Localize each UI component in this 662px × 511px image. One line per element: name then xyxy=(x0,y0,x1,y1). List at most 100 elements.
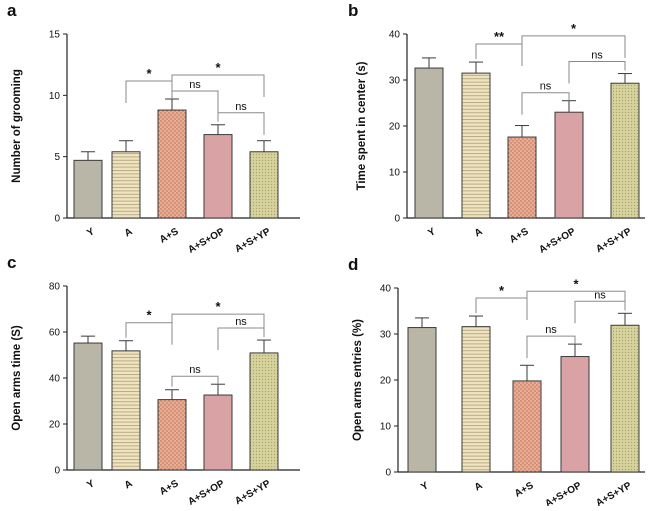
y-tick-label: 80 xyxy=(49,282,61,293)
y-tick-label: 5 xyxy=(54,152,60,163)
x-tick-label: A xyxy=(473,226,485,239)
x-tick-label: Y xyxy=(85,226,97,239)
significance-label: ns xyxy=(540,81,552,93)
significance-label: ns xyxy=(189,364,201,376)
bar-a-s-op xyxy=(554,111,584,219)
bar-a xyxy=(111,350,141,471)
y-tick-label: 20 xyxy=(389,122,401,133)
significance-bracket xyxy=(475,43,523,67)
significance-label: ns xyxy=(594,289,606,301)
significance-bracket xyxy=(526,335,576,359)
bar-a-s xyxy=(157,399,187,471)
y-axis-label: Open arms entries (%) xyxy=(352,319,364,441)
bar-y xyxy=(414,67,444,219)
bar-y xyxy=(73,342,103,471)
y-tick-label: 0 xyxy=(54,214,60,225)
x-tick-label: A+S xyxy=(508,226,531,246)
significance-bracket xyxy=(171,90,219,114)
bar-a-s xyxy=(507,136,537,219)
significance-bracket xyxy=(475,297,528,321)
x-tick-label: A+S+YP xyxy=(233,478,272,506)
y-tick-label: 20 xyxy=(380,376,392,387)
bar-a-s-op xyxy=(203,134,233,219)
x-tick-label: A+S+OP xyxy=(537,226,577,256)
y-tick-label: 0 xyxy=(385,468,391,479)
significance-bracket xyxy=(526,290,626,314)
chart-panel-b: b Time spent in center (s) 0 10 20 30 40 Y A A+S A… xyxy=(348,1,645,256)
significance-label: * xyxy=(573,276,579,291)
x-tick-label: A xyxy=(123,478,135,491)
y-tick-label: 10 xyxy=(389,168,401,179)
x-tick-label: A+S+OP xyxy=(186,226,226,256)
x-tick-label: A xyxy=(473,480,485,493)
bar-a-s xyxy=(512,380,542,473)
x-tick-label: Y xyxy=(426,226,438,239)
significance-bracket xyxy=(521,35,626,58)
significance-bracket xyxy=(171,375,219,387)
significance-bracket xyxy=(568,61,626,84)
significance-bracket xyxy=(171,313,265,337)
significance-bracket xyxy=(217,327,265,351)
significance-bracket xyxy=(171,74,265,98)
significance-label: * xyxy=(499,283,505,298)
significance-bracket xyxy=(521,92,570,115)
x-tick-label: A+S xyxy=(158,226,181,246)
significance-label: ns xyxy=(545,324,557,336)
bar-a-s xyxy=(157,109,187,219)
y-tick-label: 40 xyxy=(380,284,392,295)
y-tick-label: 10 xyxy=(49,91,61,102)
significance-label: ns xyxy=(591,50,603,62)
y-tick-label: 30 xyxy=(380,330,392,341)
bar-a-s-op xyxy=(560,356,590,473)
significance-label: ns xyxy=(235,101,247,113)
chart-panel-d: d Open arms entries (%) 0 10 20 30 40 Y A A+S A+S+… xyxy=(348,255,645,510)
y-tick-label: 20 xyxy=(49,420,61,431)
bar-a xyxy=(461,72,491,219)
y-tick-label: 0 xyxy=(394,214,400,225)
significance-bracket xyxy=(217,112,265,135)
y-tick-label: 40 xyxy=(49,374,61,385)
x-tick-label: Y xyxy=(419,480,431,493)
x-tick-label: A+S+OP xyxy=(186,478,226,506)
significance-label: * xyxy=(146,66,152,81)
significance-label: ns xyxy=(189,79,201,91)
bar-a-s-op xyxy=(203,394,233,471)
panel-letter: b xyxy=(348,1,358,20)
panel-letter: c xyxy=(7,253,16,272)
bar-a-s-yp xyxy=(249,352,279,471)
x-tick-label: Y xyxy=(85,478,97,491)
x-tick-label: A+S+YP xyxy=(594,480,633,506)
bar-y xyxy=(73,159,103,219)
significance-label: ns xyxy=(235,316,247,328)
panel-letter: d xyxy=(348,255,358,274)
y-tick-label: 60 xyxy=(49,328,61,339)
y-tick-label: 30 xyxy=(389,76,401,87)
y-tick-label: 10 xyxy=(380,422,392,433)
x-tick-label: A+S xyxy=(158,478,181,498)
y-tick-label: 0 xyxy=(54,466,60,477)
x-tick-label: A xyxy=(123,226,135,239)
bar-a xyxy=(111,151,141,219)
bar-a-s-yp xyxy=(610,82,640,219)
y-tick-label: 40 xyxy=(389,30,401,41)
x-tick-label: A+S+OP xyxy=(543,480,583,506)
chart-panel-a: a Number of grooming 0 5 10 15 Y A A+S A+S+OP A+S+… xyxy=(7,1,300,256)
chart-panel-c: c Open arms time (S) 0 20 40 60 80 Y A A+S A+S+OP A… xyxy=(7,253,300,508)
x-tick-label: A+S xyxy=(513,480,536,500)
x-tick-label: A+S+YP xyxy=(233,226,272,255)
bar-a-s-yp xyxy=(610,324,640,473)
y-axis-label: Number of grooming xyxy=(11,69,23,183)
significance-label: * xyxy=(215,60,221,75)
significance-label: * xyxy=(215,299,221,314)
panel-letter: a xyxy=(7,1,17,20)
y-axis-label: Open arms time (S) xyxy=(11,325,23,431)
significance-bracket xyxy=(574,300,626,324)
significance-label: * xyxy=(146,308,152,323)
significance-bracket xyxy=(125,80,173,104)
bar-y xyxy=(407,327,437,473)
bar-a xyxy=(461,326,491,473)
significance-label: * xyxy=(571,21,577,36)
y-axis-label: Time spent in center (s) xyxy=(356,61,368,190)
